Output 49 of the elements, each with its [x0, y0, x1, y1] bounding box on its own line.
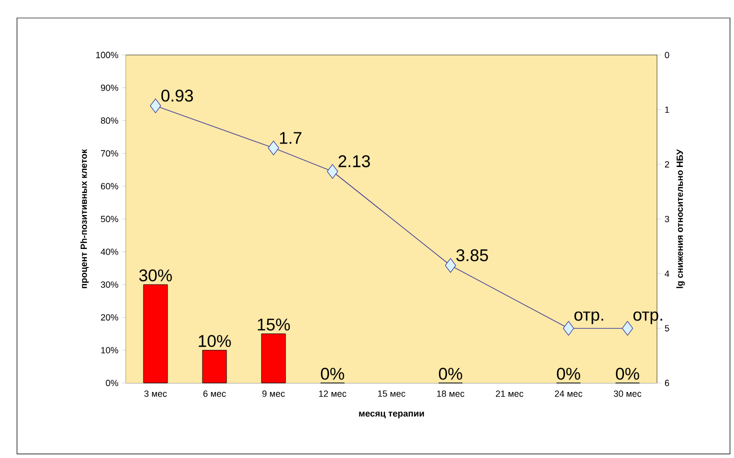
y-tick-label: 70%: [100, 150, 118, 157]
y2-tick-label: 0: [664, 52, 670, 58]
x-tick-label: 6 мес: [203, 390, 226, 397]
x-axis-title: месяц терапии: [359, 412, 424, 418]
y-tick-label: 60%: [100, 183, 118, 190]
data-label: 0%: [438, 368, 462, 380]
x-tick-label: 12 мес: [319, 390, 346, 397]
data-label: 2.13: [338, 155, 370, 168]
x-tick-label: 30 мес: [614, 390, 642, 397]
y2-axis-title: lg снижения относительно НБУ: [676, 149, 685, 288]
y-tick-label: 100%: [96, 52, 118, 58]
data-label: 1.7: [280, 132, 302, 144]
x-tick-label: 15 мес: [378, 390, 406, 397]
x-tick-label: 9 мес: [262, 390, 285, 397]
y2-tick-label: 2: [664, 161, 670, 168]
y-axis-title: процент Ph-позитивных клеток: [80, 149, 89, 288]
data-label: 15%: [258, 318, 290, 331]
y2-tick-label: 4: [664, 270, 670, 277]
data-label: отр.: [574, 312, 604, 324]
x-tick-label: 21 мес: [496, 390, 524, 397]
point: [326, 164, 338, 179]
data-label: 0%: [320, 368, 344, 380]
y-tick-label: 50%: [100, 216, 118, 222]
x-tick-label: 3 мес: [144, 390, 167, 397]
point: [562, 321, 574, 336]
data-label: отр.: [633, 312, 662, 324]
x-tick-label: 24 мес: [554, 390, 582, 397]
y-tick-label: 30%: [100, 281, 118, 288]
point: [444, 258, 456, 273]
data-label: 0.93: [161, 90, 193, 102]
point: [622, 321, 634, 336]
point: [150, 98, 162, 114]
data-label: 3.85: [456, 249, 488, 262]
y-tick-label: 0%: [106, 380, 118, 386]
data-label: 0%: [556, 368, 580, 380]
y-tick-label: 20%: [100, 314, 118, 321]
y-tick-label: 40%: [100, 248, 118, 255]
y-tick-label: 10%: [101, 347, 118, 354]
y2-tick-label: 5: [664, 325, 670, 332]
y2-tick-label: 1: [665, 106, 670, 113]
x-tick-label: 18 мес: [437, 390, 464, 397]
data-label: 10%: [198, 334, 231, 347]
point: [268, 140, 280, 156]
y2-tick-label: 6: [664, 380, 670, 386]
y-tick-label: 80%: [100, 117, 118, 124]
data-label: 0%: [616, 368, 640, 380]
y2-tick-label: 3: [664, 216, 670, 222]
y-tick-label: 90%: [100, 84, 118, 91]
data-label: 30%: [139, 269, 172, 282]
